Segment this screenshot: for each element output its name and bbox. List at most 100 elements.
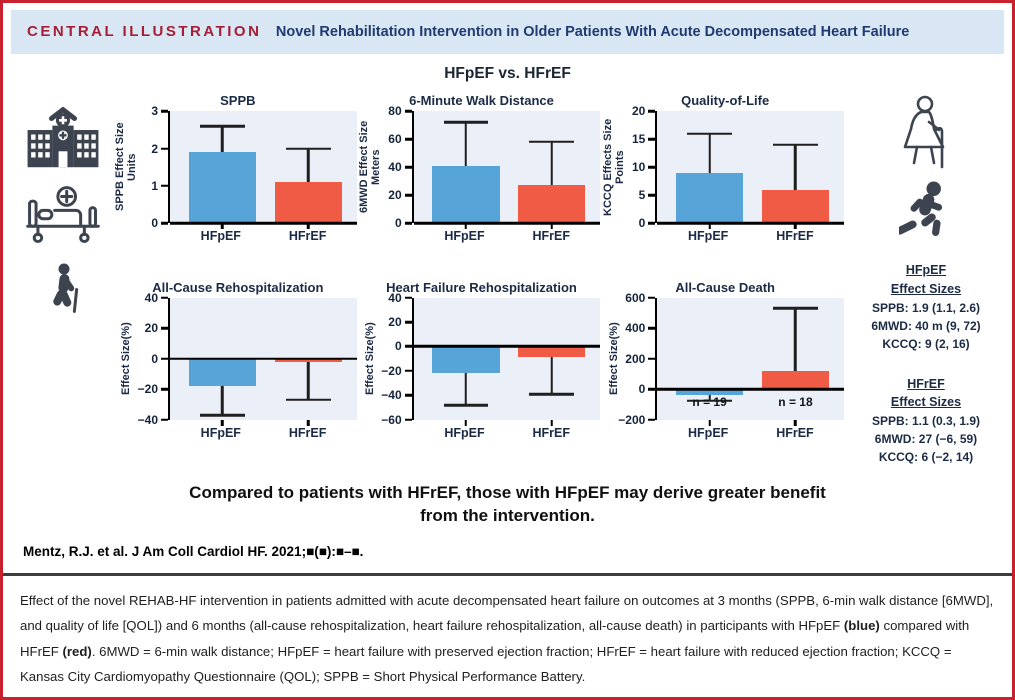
y-tick-label: 2 xyxy=(151,141,158,156)
y-axis-ticks: 0 20 40 60 80 xyxy=(378,104,412,230)
effect-size-line: SPPB: 1.1 (0.3, 1.9) xyxy=(871,414,981,429)
y-tick-label: 10 xyxy=(631,160,646,175)
error-bar-cap xyxy=(773,143,818,147)
y-tick-mark xyxy=(404,418,412,421)
chart-title: Heart Failure Rehospitalization xyxy=(386,279,577,295)
effect-size-line: SPPB: 1.9 (1.1, 2.6) xyxy=(871,300,981,315)
error-bar-stem xyxy=(306,148,310,183)
effect-size-line: KCCQ: 6 (−2, 14) xyxy=(878,450,974,465)
y-tick-mark xyxy=(161,296,168,299)
effect-sizes-heading: HFrEF xyxy=(907,376,945,391)
hospital-icon xyxy=(27,107,99,168)
bar-hfpef xyxy=(188,358,256,387)
y-tick-label: −20 xyxy=(137,382,158,397)
y-tick-label: −200 xyxy=(618,412,646,427)
error-bar-cap xyxy=(285,147,331,150)
x-axis-labels: HFpEF HFrEF xyxy=(412,420,601,440)
bar-hfpef xyxy=(432,346,500,374)
plot-area xyxy=(161,109,357,230)
y-tick-mark xyxy=(648,221,656,225)
effect-size-line: KCCQ: 9 (2, 16) xyxy=(882,336,970,351)
y-tick-mark xyxy=(161,387,168,391)
y-tick-mark xyxy=(161,221,168,225)
header-title: Novel Rehabilitation Intervention in Old… xyxy=(275,24,910,40)
plot-area xyxy=(404,109,601,230)
x-category-label: HFpEF xyxy=(444,229,485,244)
y-tick-label: −40 xyxy=(381,388,402,403)
error-bar-stem xyxy=(221,126,224,153)
x-axis-labels: HFpEF HFrEF xyxy=(168,223,357,243)
x-category-label: HFpEF xyxy=(688,229,729,244)
y-tick-mark xyxy=(648,193,656,197)
y-tick-mark xyxy=(161,109,168,113)
left-icon-column xyxy=(13,83,113,466)
running-person-icon xyxy=(899,181,943,237)
hfpef-effect-sizes: HFpEF Effect Sizes SPPB: 1.9 (1.1, 2.6) … xyxy=(871,261,980,353)
zero-baseline xyxy=(413,221,601,225)
y-axis-label: Effect Size(%) xyxy=(364,322,377,396)
x-category-label: HFrEF xyxy=(532,425,571,440)
x-category-label: HFrEF xyxy=(288,229,327,244)
x-category-label: HFpEF xyxy=(688,425,729,440)
y-tick-label: 0 xyxy=(638,216,646,231)
zero-baseline xyxy=(657,387,844,391)
error-bar-stem xyxy=(794,144,797,190)
x-tick-mark xyxy=(794,419,797,426)
y-tick-mark xyxy=(404,109,412,113)
error-bar-stem xyxy=(794,308,797,371)
bar-hfpef xyxy=(675,389,744,396)
y-tick-label: 15 xyxy=(631,132,646,147)
error-bar-stem xyxy=(464,373,468,406)
y-axis-label: Effect Size(%) xyxy=(607,322,620,396)
y-tick-label: 3 xyxy=(151,104,158,119)
y-tick-mark xyxy=(161,184,168,188)
x-tick-mark xyxy=(464,223,468,230)
error-bar-stem xyxy=(708,133,711,173)
y-tick-label: 80 xyxy=(388,104,402,119)
y-tick-label: 20 xyxy=(388,315,402,330)
error-bar-cap xyxy=(529,140,575,144)
x-axis-labels: HFpEF HFrEF xyxy=(412,223,601,243)
plot-area xyxy=(161,296,357,426)
x-tick-mark xyxy=(306,419,310,426)
bar-hfref xyxy=(518,185,586,224)
citation-text: Mentz, R.J. et al. J Am Coll Cardiol HF.… xyxy=(23,544,364,560)
conclusion-text: Compared to patients with HFrEF, those w… xyxy=(189,483,826,526)
figure-header: CENTRAL ILLUSTRATION Novel Rehabilitatio… xyxy=(11,10,1004,55)
bar-hfref xyxy=(761,189,830,224)
x-tick-mark xyxy=(550,223,554,230)
chart-title: SPPB xyxy=(220,93,256,109)
bar-hfpef xyxy=(675,172,744,224)
y-tick-label: 200 xyxy=(625,351,646,366)
sample-size-label: n = 19 xyxy=(692,395,727,410)
y-tick-label: 60 xyxy=(388,132,402,147)
x-tick-mark xyxy=(550,419,554,426)
y-tick-mark xyxy=(648,387,656,391)
chart-title: All-Cause Death xyxy=(675,279,776,295)
y-axis-ticks: 0 5 10 15 20 xyxy=(621,104,655,230)
x-category-label: HFpEF xyxy=(200,425,241,440)
chart-title: Quality-of-Life xyxy=(681,93,770,109)
x-category-label: HFrEF xyxy=(776,425,814,440)
error-bar-cap xyxy=(443,403,489,407)
hospital-bed-icon xyxy=(24,186,102,246)
y-tick-mark xyxy=(161,418,168,421)
y-tick-label: 20 xyxy=(388,188,402,203)
y-tick-mark xyxy=(648,357,656,360)
error-bar-cap xyxy=(443,121,489,124)
bar-hfref xyxy=(518,346,586,358)
y-tick-mark xyxy=(648,137,656,141)
error-bar-cap xyxy=(529,392,575,396)
y-tick-label: 0 xyxy=(151,216,158,231)
x-category-label: HFrEF xyxy=(288,425,327,440)
chart-title: All-Cause Rehospitalization xyxy=(152,279,324,295)
person-with-cane-icon xyxy=(53,263,79,314)
y-tick-label: 0 xyxy=(638,382,646,397)
error-bar-cap xyxy=(687,132,732,135)
error-bar-cap xyxy=(773,307,818,310)
effect-sizes-subheading: Effect Sizes xyxy=(890,395,962,410)
y-axis-label: Effect Size(%) xyxy=(120,322,133,396)
chart-quality-of-life: Quality-of-Life KCCQ Effects Size Points… xyxy=(602,91,844,270)
y-tick-label: −60 xyxy=(381,412,402,427)
